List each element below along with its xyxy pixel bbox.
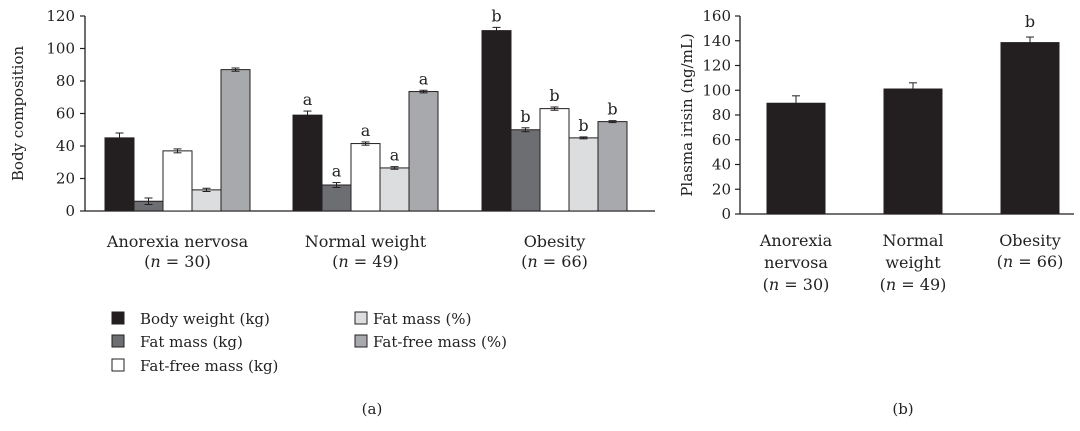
legend-swatch bbox=[111, 358, 125, 372]
panel-label-a: (a) bbox=[362, 400, 383, 418]
a-y-tick-label: 120 bbox=[46, 7, 75, 25]
a-bar bbox=[539, 108, 570, 212]
a-significance-label: b bbox=[549, 86, 559, 105]
legend-swatch bbox=[111, 334, 125, 348]
legend-label: Fat-free mass (kg) bbox=[140, 357, 278, 375]
a-significance-label: b bbox=[578, 116, 588, 135]
b-y-tick-label: 0 bbox=[721, 205, 731, 223]
a-significance-label: b bbox=[520, 107, 530, 126]
b-significance-label: b bbox=[1025, 12, 1035, 31]
a-y-tick-label: 100 bbox=[46, 40, 75, 58]
b-category-n-label: (n = 30) bbox=[763, 275, 830, 294]
legend-swatch bbox=[111, 311, 125, 325]
panel-label-b: (b) bbox=[892, 400, 913, 418]
a-significance-label: a bbox=[419, 69, 429, 88]
b-category-n-label: (n = 66) bbox=[997, 252, 1064, 271]
a-bar bbox=[220, 69, 251, 212]
a-bar bbox=[379, 167, 410, 212]
a-significance-label: b bbox=[491, 6, 501, 25]
a-category-label: Obesity bbox=[524, 232, 586, 251]
a-bar bbox=[162, 150, 193, 212]
b-bar bbox=[883, 88, 943, 215]
legend-swatch bbox=[354, 311, 368, 325]
b-y-tick-label: 120 bbox=[702, 57, 731, 75]
b-y-axis-title: Plasma irisin (ng/mL) bbox=[678, 33, 696, 196]
a-bar bbox=[568, 137, 599, 212]
b-bar bbox=[1000, 42, 1060, 215]
a-bar bbox=[104, 137, 135, 212]
b-y-tick-label: 80 bbox=[712, 106, 731, 124]
b-y-tick-label: 60 bbox=[712, 131, 731, 149]
a-y-tick-label: 80 bbox=[56, 72, 75, 90]
a-bar bbox=[408, 91, 439, 212]
b-category-label: Obesity bbox=[999, 231, 1061, 250]
b-category-label: Normal weight bbox=[882, 231, 943, 272]
a-y-tick-label: 40 bbox=[56, 137, 75, 155]
b-y-tick-label: 100 bbox=[702, 81, 731, 99]
legend-label: Fat mass (kg) bbox=[140, 333, 243, 351]
a-significance-label: a bbox=[390, 146, 400, 165]
b-y-tick-label: 20 bbox=[712, 180, 731, 198]
a-y-tick-label: 0 bbox=[65, 202, 75, 220]
legend-label: Fat-free mass (%) bbox=[373, 333, 507, 351]
legend-label: Fat mass (%) bbox=[373, 310, 471, 328]
a-category-label: Anorexia nervosa bbox=[106, 232, 249, 251]
a-bar bbox=[321, 184, 352, 212]
a-significance-label: b bbox=[607, 100, 617, 119]
b-bar bbox=[766, 102, 826, 215]
a-bar bbox=[191, 189, 222, 212]
b-y-tick-label: 40 bbox=[712, 156, 731, 174]
a-bar bbox=[510, 129, 541, 212]
b-category-n-label: (n = 49) bbox=[880, 275, 947, 294]
legend-label: Body weight (kg) bbox=[140, 310, 270, 328]
a-significance-label: a bbox=[332, 162, 342, 181]
b-category-label: Anorexia nervosa bbox=[759, 231, 833, 272]
a-category-n-label: (n = 66) bbox=[521, 252, 588, 271]
a-bar bbox=[350, 143, 381, 212]
a-category-label: Normal weight bbox=[305, 232, 427, 251]
b-y-tick-label: 160 bbox=[702, 7, 731, 25]
a-category-n-label: (n = 49) bbox=[332, 252, 399, 271]
legend-swatch bbox=[354, 334, 368, 348]
a-significance-label: a bbox=[361, 121, 371, 140]
a-bar bbox=[481, 30, 512, 212]
a-y-tick-label: 20 bbox=[56, 170, 75, 188]
a-significance-label: a bbox=[303, 90, 313, 109]
a-bar bbox=[292, 114, 323, 212]
b-y-tick-label: 140 bbox=[702, 32, 731, 50]
a-y-axis-title: Body composition bbox=[9, 46, 27, 182]
a-category-n-label: (n = 30) bbox=[144, 252, 211, 271]
a-bar bbox=[597, 121, 628, 212]
a-y-tick-label: 60 bbox=[56, 105, 75, 123]
